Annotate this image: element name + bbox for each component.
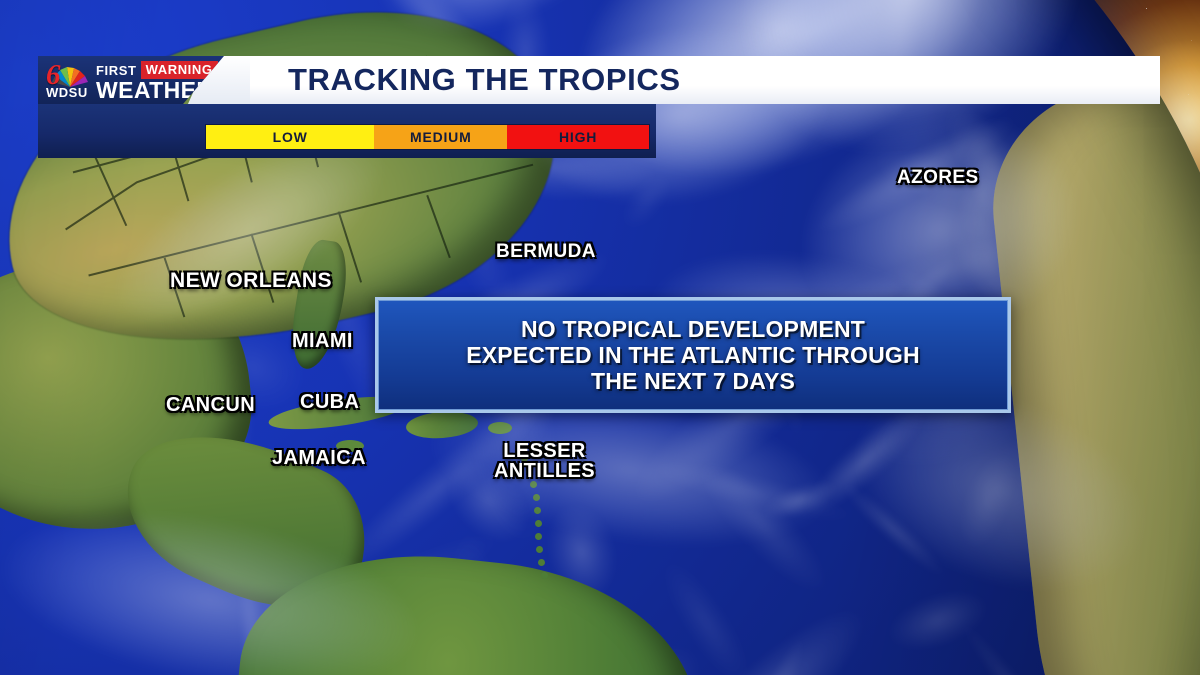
map-label-lesser-antilles: LESSER ANTILLES [494, 440, 595, 483]
warning-label: WARNING [140, 61, 218, 79]
map-label-bermuda: BERMUDA [496, 241, 596, 262]
station-callsign: WDSU [46, 85, 88, 100]
forecast-message-inner: NO TROPICAL DEVELOPMENT EXPECTED IN THE … [378, 300, 1008, 410]
map-label-new-orleans: NEW ORLEANS [170, 269, 332, 292]
risk-segment-high: HIGH [507, 125, 649, 149]
forecast-message-text: NO TROPICAL DEVELOPMENT EXPECTED IN THE … [466, 316, 920, 394]
risk-scale: LOW MEDIUM HIGH [38, 104, 1160, 158]
map-label-cuba: CUBA [300, 391, 360, 413]
first-warning-row: FIRST WARNING › [96, 61, 224, 79]
map-label-miami: MIAMI [292, 330, 353, 352]
header-white-panel [228, 56, 1160, 104]
header-bar: 6 WDSU FIRST WARNING › WEATHER TRACKING … [38, 56, 1160, 104]
risk-scale-bar: LOW MEDIUM HIGH [205, 124, 650, 150]
risk-segment-medium: MEDIUM [374, 125, 508, 149]
nbc-peacock-icon [52, 67, 88, 87]
map-label-azores: AZORES [897, 167, 979, 188]
first-label: FIRST [96, 62, 137, 78]
channel-number: 6 [46, 59, 61, 91]
map-label-jamaica: JAMAICA [272, 447, 366, 469]
forecast-message-box: NO TROPICAL DEVELOPMENT EXPECTED IN THE … [375, 297, 1011, 413]
risk-segment-low: LOW [206, 125, 375, 149]
station-logo: 6 WDSU FIRST WARNING › WEATHER [44, 59, 224, 103]
map-label-cancun: CANCUN [166, 394, 256, 416]
page-title: TRACKING THE TROPICS [288, 62, 681, 97]
